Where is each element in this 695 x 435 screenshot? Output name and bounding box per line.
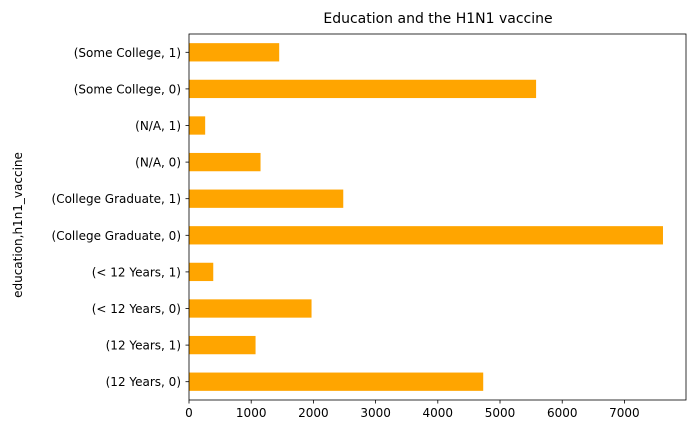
y-tick-label: (Some College, 0) bbox=[74, 82, 181, 96]
plot-frame bbox=[188, 33, 687, 401]
bar bbox=[189, 335, 256, 355]
x-axis-ticks: 0 1000 2000 3000 4000 5000 6000 7000 bbox=[185, 400, 640, 420]
x-tick-label: 1000 bbox=[236, 406, 267, 420]
y-tick-label: (< 12 Years, 1) bbox=[92, 265, 181, 279]
bar bbox=[189, 299, 312, 318]
bar bbox=[189, 152, 261, 172]
bar bbox=[189, 79, 537, 99]
y-tick-label: (12 Years, 1) bbox=[106, 339, 181, 353]
x-tick-label: 6000 bbox=[547, 406, 578, 420]
bar bbox=[189, 189, 344, 208]
bar bbox=[189, 226, 663, 245]
y-tick-label: (12 Years, 0) bbox=[106, 375, 181, 389]
y-tick-label: (Some College, 1) bbox=[74, 46, 181, 60]
x-tick-label: 2000 bbox=[298, 406, 329, 420]
y-axis-title: education,h1n1_vaccine bbox=[11, 152, 25, 298]
bars-group bbox=[189, 43, 663, 391]
bar bbox=[189, 116, 206, 135]
x-tick-label: 0 bbox=[185, 406, 193, 420]
y-tick-label: (N/A, 1) bbox=[135, 119, 181, 133]
x-tick-label: 3000 bbox=[360, 406, 391, 420]
chart-title: Education and the H1N1 vaccine bbox=[323, 11, 552, 27]
y-tick-label: (N/A, 0) bbox=[135, 156, 181, 170]
y-tick-label: (< 12 Years, 0) bbox=[92, 302, 181, 316]
x-tick-label: 5000 bbox=[485, 406, 516, 420]
bar bbox=[189, 43, 280, 62]
y-tick-label: (College Graduate, 0) bbox=[52, 229, 181, 243]
bar bbox=[189, 262, 214, 282]
x-tick-label: 4000 bbox=[423, 406, 454, 420]
bar bbox=[189, 372, 484, 391]
y-axis-ticks: (12 Years, 0) (12 Years, 1) (< 12 Years, 0… bbox=[52, 46, 189, 389]
y-tick-label: (College Graduate, 1) bbox=[52, 192, 181, 206]
x-tick-label: 7000 bbox=[609, 406, 640, 420]
